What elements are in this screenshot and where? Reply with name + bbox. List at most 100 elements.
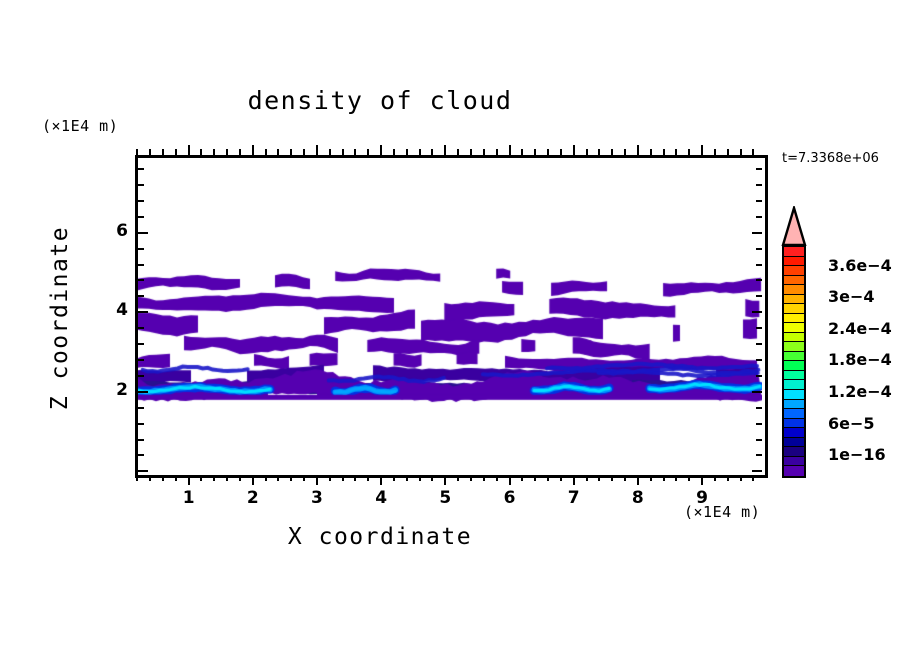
y-right-tick [756, 406, 762, 409]
x-minor-tick [290, 475, 293, 481]
y-minor-tick [138, 438, 144, 441]
x-minor-tick [213, 475, 216, 481]
x-major-tick [187, 475, 190, 485]
y-minor-tick [138, 327, 144, 330]
x-minor-tick [136, 475, 139, 481]
x-top-tick [688, 149, 691, 155]
colorbar-band [784, 466, 804, 476]
x-minor-tick [547, 475, 549, 481]
y-right-tick [756, 327, 762, 330]
x-minor-tick [341, 475, 344, 481]
y-minor-tick [138, 184, 144, 187]
y-major-tick [138, 311, 148, 314]
colorbar-arrow-cap-icon [781, 206, 807, 246]
x-top-tick [277, 149, 280, 155]
x-minor-tick [649, 475, 652, 481]
x-minor-tick [726, 475, 729, 481]
x-top-tick [534, 149, 537, 155]
x-top-tick [469, 149, 472, 155]
x-minor-tick [200, 475, 203, 481]
colorbar-tick-label: 6e−5 [828, 413, 875, 433]
x-top-tick [752, 149, 755, 155]
y-minor-tick [138, 295, 144, 298]
y-right-tick [756, 279, 762, 282]
x-tick-label: 3 [311, 488, 323, 508]
colorbar-band [784, 332, 804, 343]
y-tick-label: 6 [116, 220, 128, 241]
colorbar-band [784, 437, 804, 448]
colorbar-band [784, 351, 804, 362]
x-minor-tick [174, 475, 177, 481]
x-top-tick [701, 145, 704, 155]
x-top-tick [341, 149, 344, 155]
x-top-tick [149, 149, 152, 155]
x-minor-tick [238, 475, 241, 481]
x-axis-title: X coordinate [287, 524, 473, 550]
x-top-tick [213, 149, 216, 155]
x-units-label: (×1E4 m) [684, 503, 761, 521]
x-top-tick [508, 145, 511, 155]
y-minor-tick [138, 247, 144, 250]
colorbar-band [784, 380, 804, 390]
x-top-tick [585, 149, 588, 155]
y-right-tick [756, 374, 762, 377]
x-top-tick [611, 149, 614, 155]
x-minor-tick [431, 475, 434, 481]
x-top-tick [739, 149, 742, 155]
x-tick-label: 7 [567, 488, 580, 508]
colorbar-band [784, 266, 804, 276]
x-minor-tick [354, 475, 357, 481]
colorbar-band [784, 370, 804, 381]
x-major-tick [508, 475, 511, 485]
x-major-tick [572, 475, 575, 485]
colorbar-band [784, 256, 804, 267]
x-top-tick [662, 149, 665, 155]
colorbar-tick-label: 1.2e−4 [828, 381, 892, 401]
x-top-tick [200, 149, 203, 155]
colorbar-tick-label: 3e−4 [828, 287, 875, 307]
x-top-tick [482, 149, 485, 155]
x-top-tick [161, 149, 164, 155]
x-minor-tick [469, 475, 472, 481]
y-right-tick [756, 263, 762, 266]
x-top-tick [547, 149, 549, 155]
x-top-tick [315, 145, 318, 155]
x-major-tick [444, 475, 447, 485]
contour-plot-area [135, 155, 762, 472]
x-top-tick [624, 149, 627, 155]
x-minor-tick [739, 475, 742, 481]
x-tick-label: 4 [375, 488, 388, 508]
x-minor-tick [752, 475, 755, 481]
x-tick-label: 9 [696, 488, 708, 508]
x-minor-tick [161, 475, 164, 481]
x-top-tick [238, 149, 241, 155]
colorbar-band [784, 389, 804, 400]
x-minor-tick [688, 475, 691, 481]
colorbar-band [784, 409, 804, 419]
x-top-tick [380, 145, 383, 155]
x-major-tick [251, 475, 254, 485]
y-major-tick [138, 231, 148, 234]
y-minor-tick [138, 374, 144, 377]
x-top-tick [726, 149, 729, 155]
x-top-tick [251, 145, 254, 155]
x-top-tick [367, 149, 370, 155]
y-right-tick [752, 470, 762, 473]
x-top-tick [328, 149, 331, 155]
colorbar-band [784, 428, 804, 438]
colorbar-band [784, 294, 804, 305]
x-top-tick [418, 149, 421, 155]
y-tick-label: 4 [116, 300, 128, 321]
y-minor-tick [138, 215, 144, 218]
colorbar-band [784, 323, 804, 333]
y-right-tick [756, 343, 762, 346]
x-top-tick [290, 149, 293, 155]
y-right-tick [756, 422, 762, 425]
x-top-tick [649, 149, 652, 155]
x-minor-tick [713, 475, 716, 481]
y-minor-tick [138, 359, 144, 362]
x-tick-label: 2 [246, 488, 259, 508]
contour-canvas [135, 155, 762, 472]
colorbar[interactable] [781, 206, 807, 478]
y-axis-title: Z coordinate [47, 225, 73, 411]
